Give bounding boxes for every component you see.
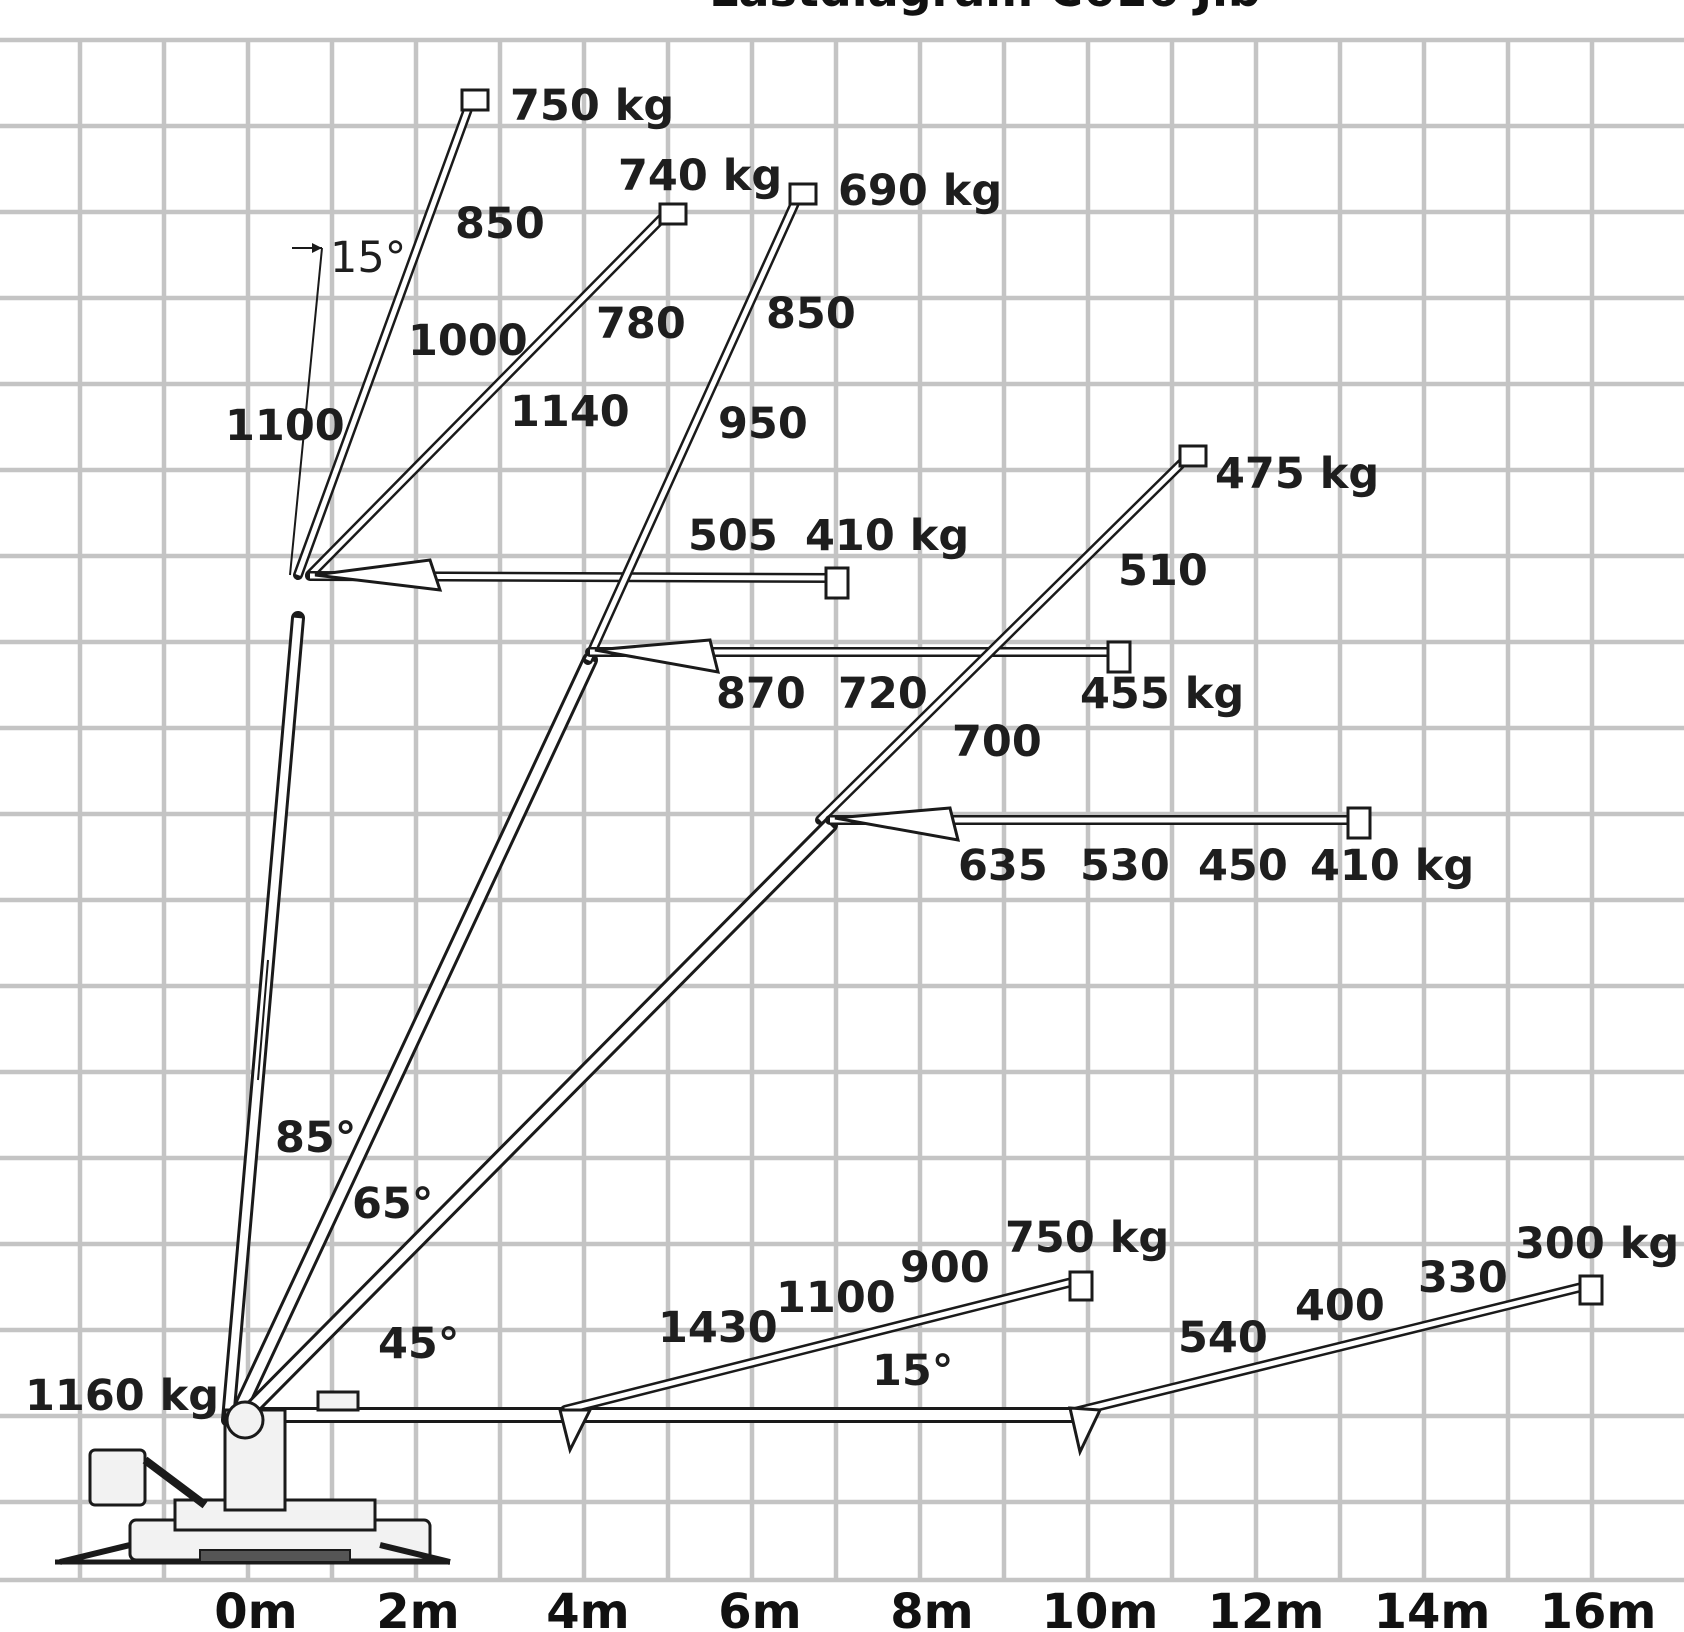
boom-65deg [227,652,598,1428]
angle-65: 65° [352,1179,433,1229]
load-65-h-870: 870 [716,669,806,719]
x-tick-6m: 6m [718,1584,801,1632]
load-85-15-tip: 750 kg [510,81,674,131]
jib-15-long [1068,1274,1604,1457]
load-85-45-1140: 1140 [510,387,630,437]
load-15-long-tip: 300 kg [1515,1219,1679,1269]
load-65-h-tip: 455 kg [1080,669,1244,719]
load-15-long-330: 330 [1418,1253,1508,1303]
jib-85-15 [293,88,490,580]
load-15-long-540: 540 [1178,1313,1268,1363]
load-45-h-530: 530 [1080,841,1170,891]
x-tick-2m: 2m [376,1584,459,1632]
boom-85deg [221,611,305,1427]
x-tick-14m: 14m [1374,1584,1491,1632]
grid [0,37,1684,1583]
x-tick-10m: 10m [1042,1584,1159,1632]
jib-85-horizontal [305,558,850,600]
load-65-15-850: 850 [766,289,856,339]
load-85-45-780: 780 [596,299,686,349]
load-85-15-1100: 1100 [225,401,345,451]
x-tick-12m: 12m [1208,1584,1325,1632]
jib-15-short [558,1270,1094,1455]
load-45-h-635: 635 [958,841,1048,891]
load-85-45-tip: 740 kg [618,151,782,201]
base-load: 1160 kg [25,1371,219,1421]
load-85-h-505: 505 [688,511,778,561]
load-65-15-tip: 690 kg [838,166,1002,216]
angle-reference-line [289,243,323,576]
jib-65-horizontal [585,638,1132,674]
load-15-short-1100: 1100 [776,1273,896,1323]
x-tick-8m: 8m [890,1584,973,1632]
load-45-45-tip: 475 kg [1215,449,1379,499]
angle-85: 85° [275,1113,356,1163]
load-45-h-450: 450 [1198,841,1288,891]
x-tick-4m: 4m [546,1584,629,1632]
load-85-h-tip: 410 kg [805,511,969,561]
load-45-45-510: 510 [1118,546,1208,596]
x-tick-16m: 16m [1540,1584,1657,1632]
jib-65-15 [583,182,818,665]
load-45-h-tip: 410 kg [1310,841,1474,891]
load-15-short-1430: 1430 [658,1303,778,1353]
x-tick-0m: 0m [214,1584,297,1632]
angle-15: 15° [872,1346,953,1396]
diagram-title: Lastdiagram C616 Jib [709,0,1261,17]
boom-45deg [232,817,838,1428]
jib-45-45 [815,444,1208,825]
load-65-h-720: 720 [838,669,928,719]
jib-45-horizontal [825,806,1372,842]
load-65-15-950: 950 [718,399,808,449]
crane-base [55,1390,451,1565]
load-15-short-900: 900 [900,1243,990,1293]
load-85-15-850: 850 [455,199,545,249]
load-85-15-1000: 1000 [408,316,528,366]
load-45-45-700: 700 [952,717,1042,767]
load-15-long-400: 400 [1295,1281,1385,1331]
angle-45: 45° [378,1319,459,1369]
angle-jib-offset: 15° [330,233,406,283]
jib-85-45 [305,202,688,580]
load-15-short-tip: 750 kg [1005,1213,1169,1263]
